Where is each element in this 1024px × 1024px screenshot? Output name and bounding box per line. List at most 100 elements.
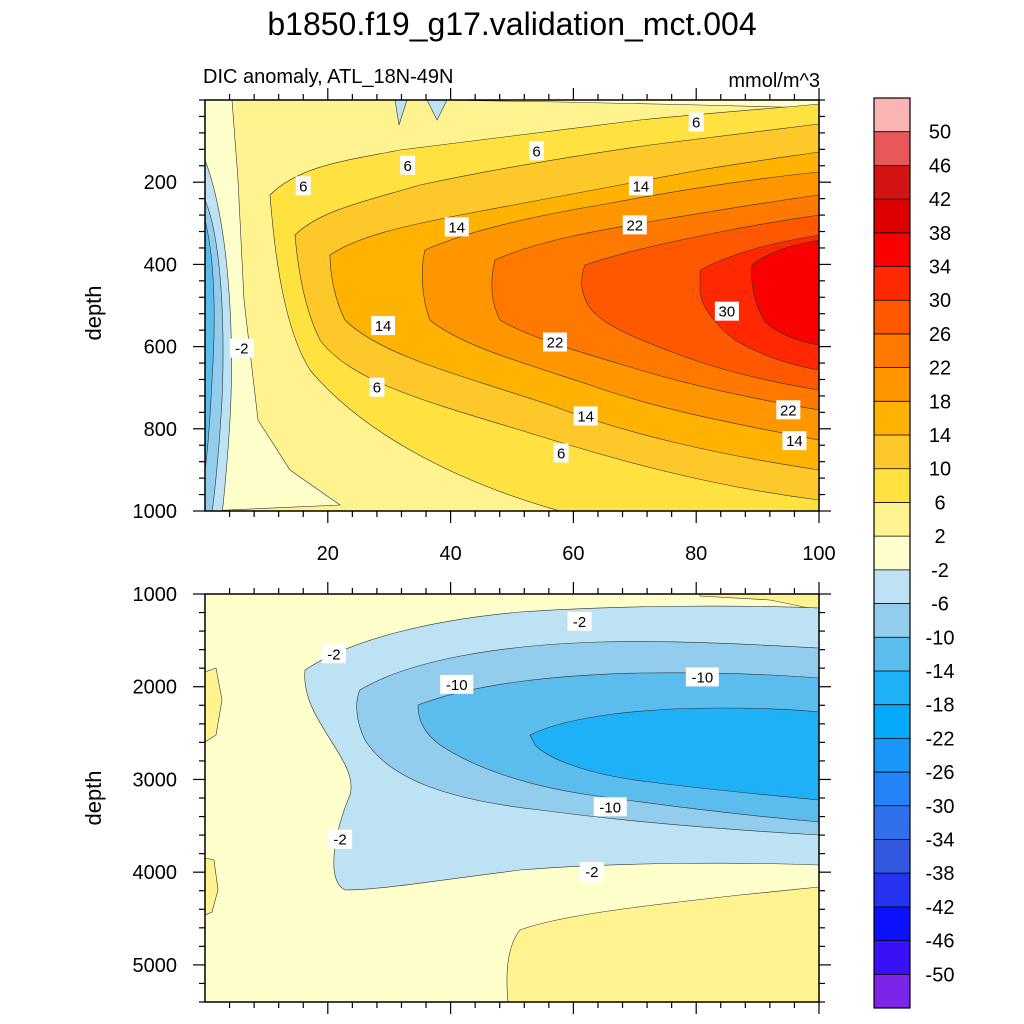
contour-label-bg bbox=[688, 112, 704, 132]
upper-plot-frame bbox=[204, 99, 820, 512]
colorbar-label: 30 bbox=[929, 290, 951, 312]
contour-label: 14 bbox=[633, 178, 650, 195]
contour-label-bg bbox=[371, 316, 396, 336]
contour-label-bg bbox=[579, 862, 604, 882]
colorbar-swatch bbox=[874, 603, 910, 638]
contour-label-bg bbox=[553, 443, 569, 463]
contour-label-bg bbox=[714, 301, 739, 321]
contour-label-bg bbox=[542, 332, 567, 352]
upper-x-tick-label: 20 bbox=[317, 543, 339, 565]
colorbar-swatch bbox=[874, 199, 910, 234]
contour-label: 6 bbox=[557, 445, 565, 462]
colorbar-swatch bbox=[874, 266, 910, 301]
contour-label-bg bbox=[782, 431, 807, 451]
contour-label-bg bbox=[328, 829, 353, 849]
lower-y-tick-label: 2000 bbox=[133, 677, 178, 699]
upper-y-tick-label: 400 bbox=[144, 254, 177, 276]
colorbar-swatch bbox=[874, 165, 910, 200]
contour-label: 22 bbox=[780, 402, 797, 419]
colorbar-label: 18 bbox=[929, 391, 951, 413]
colorbar-swatch bbox=[874, 670, 910, 705]
contour-label-bg bbox=[321, 644, 346, 664]
upper-x-tick-label: 100 bbox=[802, 543, 835, 565]
contour-label-bg bbox=[400, 155, 416, 175]
colorbar-label: -50 bbox=[926, 964, 955, 986]
contour-label: 14 bbox=[786, 433, 803, 450]
lower-contour-labels: -2 -2 -10 -10 -10 -2 -2 bbox=[321, 611, 719, 882]
contour-label: -2 bbox=[585, 864, 598, 881]
colorbar-swatch bbox=[874, 569, 910, 604]
colorbar-label: 14 bbox=[929, 425, 951, 447]
upper-y-tick-label: 1000 bbox=[133, 501, 178, 523]
contour-label-bg bbox=[685, 667, 719, 687]
colorbar-label: -10 bbox=[926, 627, 955, 649]
upper-axis-ticks: 200 400 600 800 1000 20 40 60 80 100 bbox=[133, 88, 836, 565]
contour-label-bg bbox=[567, 611, 592, 631]
contour-label-bg bbox=[229, 338, 254, 358]
colorbar-swatch bbox=[874, 906, 910, 941]
upper-x-tick-label: 40 bbox=[439, 543, 461, 565]
colorbar-label: 26 bbox=[929, 324, 951, 346]
contour-label-bg bbox=[622, 215, 647, 235]
colorbar-swatch bbox=[874, 873, 910, 908]
colorbar-label: 6 bbox=[934, 492, 945, 514]
colorbar-label: -26 bbox=[926, 762, 955, 784]
upper-contour-field bbox=[205, 100, 819, 511]
contour-label-bg bbox=[444, 217, 469, 237]
upper-x-tick-label: 80 bbox=[685, 543, 707, 565]
colorbar-swatch bbox=[874, 131, 910, 166]
colorbar-swatch bbox=[874, 839, 910, 874]
colorbar-swatch bbox=[874, 300, 910, 335]
lower-y-tick-label: 4000 bbox=[133, 862, 178, 884]
colorbar-swatch bbox=[874, 738, 910, 773]
contour-label: 6 bbox=[299, 178, 307, 195]
contour-label: 14 bbox=[577, 408, 594, 425]
contour-label: 6 bbox=[403, 158, 411, 175]
upper-x-tick-label: 60 bbox=[562, 543, 584, 565]
contour-label: -2 bbox=[333, 832, 346, 849]
lower-contour-field bbox=[205, 594, 819, 1002]
colorbar-label: 10 bbox=[929, 459, 951, 481]
contour-label: 6 bbox=[532, 143, 540, 160]
colorbar-swatch bbox=[874, 637, 910, 672]
colorbar-label: -14 bbox=[926, 661, 955, 683]
colorbar-swatch bbox=[874, 367, 910, 402]
upper-y-axis-title: depth bbox=[81, 285, 106, 340]
contour-label: -2 bbox=[327, 646, 340, 663]
contour-label-bg bbox=[295, 176, 311, 196]
contour-label-bg bbox=[440, 674, 474, 694]
contour-label: 14 bbox=[448, 219, 465, 236]
contour-label: -10 bbox=[691, 669, 713, 686]
colorbar-label: 38 bbox=[929, 223, 951, 245]
colorbar-label: -18 bbox=[926, 695, 955, 717]
colorbar-swatch bbox=[874, 772, 910, 807]
colorbar-swatch bbox=[874, 805, 910, 840]
colorbar-label: -2 bbox=[931, 560, 949, 582]
lower-y-tick-label: 1000 bbox=[133, 584, 178, 606]
contour-label-bg bbox=[573, 406, 598, 426]
upper-y-tick-label: 600 bbox=[144, 337, 177, 359]
figure-title: b1850.f19_g17.validation_mct.004 bbox=[267, 6, 756, 42]
colorbar-swatch bbox=[874, 98, 910, 133]
contour-label: 22 bbox=[547, 334, 564, 351]
contour-label-bg bbox=[369, 377, 385, 397]
colorbar-swatch bbox=[874, 940, 910, 975]
colorbar-swatch bbox=[874, 333, 910, 368]
upper-contour-labels: 6 6 6 6 14 14 22 30 14 22 6 14 22 6 14 -2 bbox=[229, 112, 807, 463]
colorbar-label: -42 bbox=[926, 897, 955, 919]
colorbar-label: -30 bbox=[926, 796, 955, 818]
contour-label-bg bbox=[529, 141, 545, 161]
contour-label: -2 bbox=[235, 341, 248, 358]
colorbar-label: 34 bbox=[929, 257, 951, 279]
colorbar-label: -34 bbox=[926, 829, 955, 851]
colorbar-swatch bbox=[874, 232, 910, 267]
colorbar-swatch bbox=[874, 536, 910, 571]
colorbar-label: -38 bbox=[926, 863, 955, 885]
contour-label: 14 bbox=[375, 318, 392, 335]
contour-label: 30 bbox=[719, 304, 736, 321]
colorbar-label: -46 bbox=[926, 931, 955, 953]
lower-axis-ticks: 1000 2000 3000 4000 5000 bbox=[133, 582, 831, 1014]
colorbar-label: 2 bbox=[934, 526, 945, 548]
contour-label: -10 bbox=[446, 677, 468, 694]
lower-y-axis-title: depth bbox=[81, 770, 106, 825]
